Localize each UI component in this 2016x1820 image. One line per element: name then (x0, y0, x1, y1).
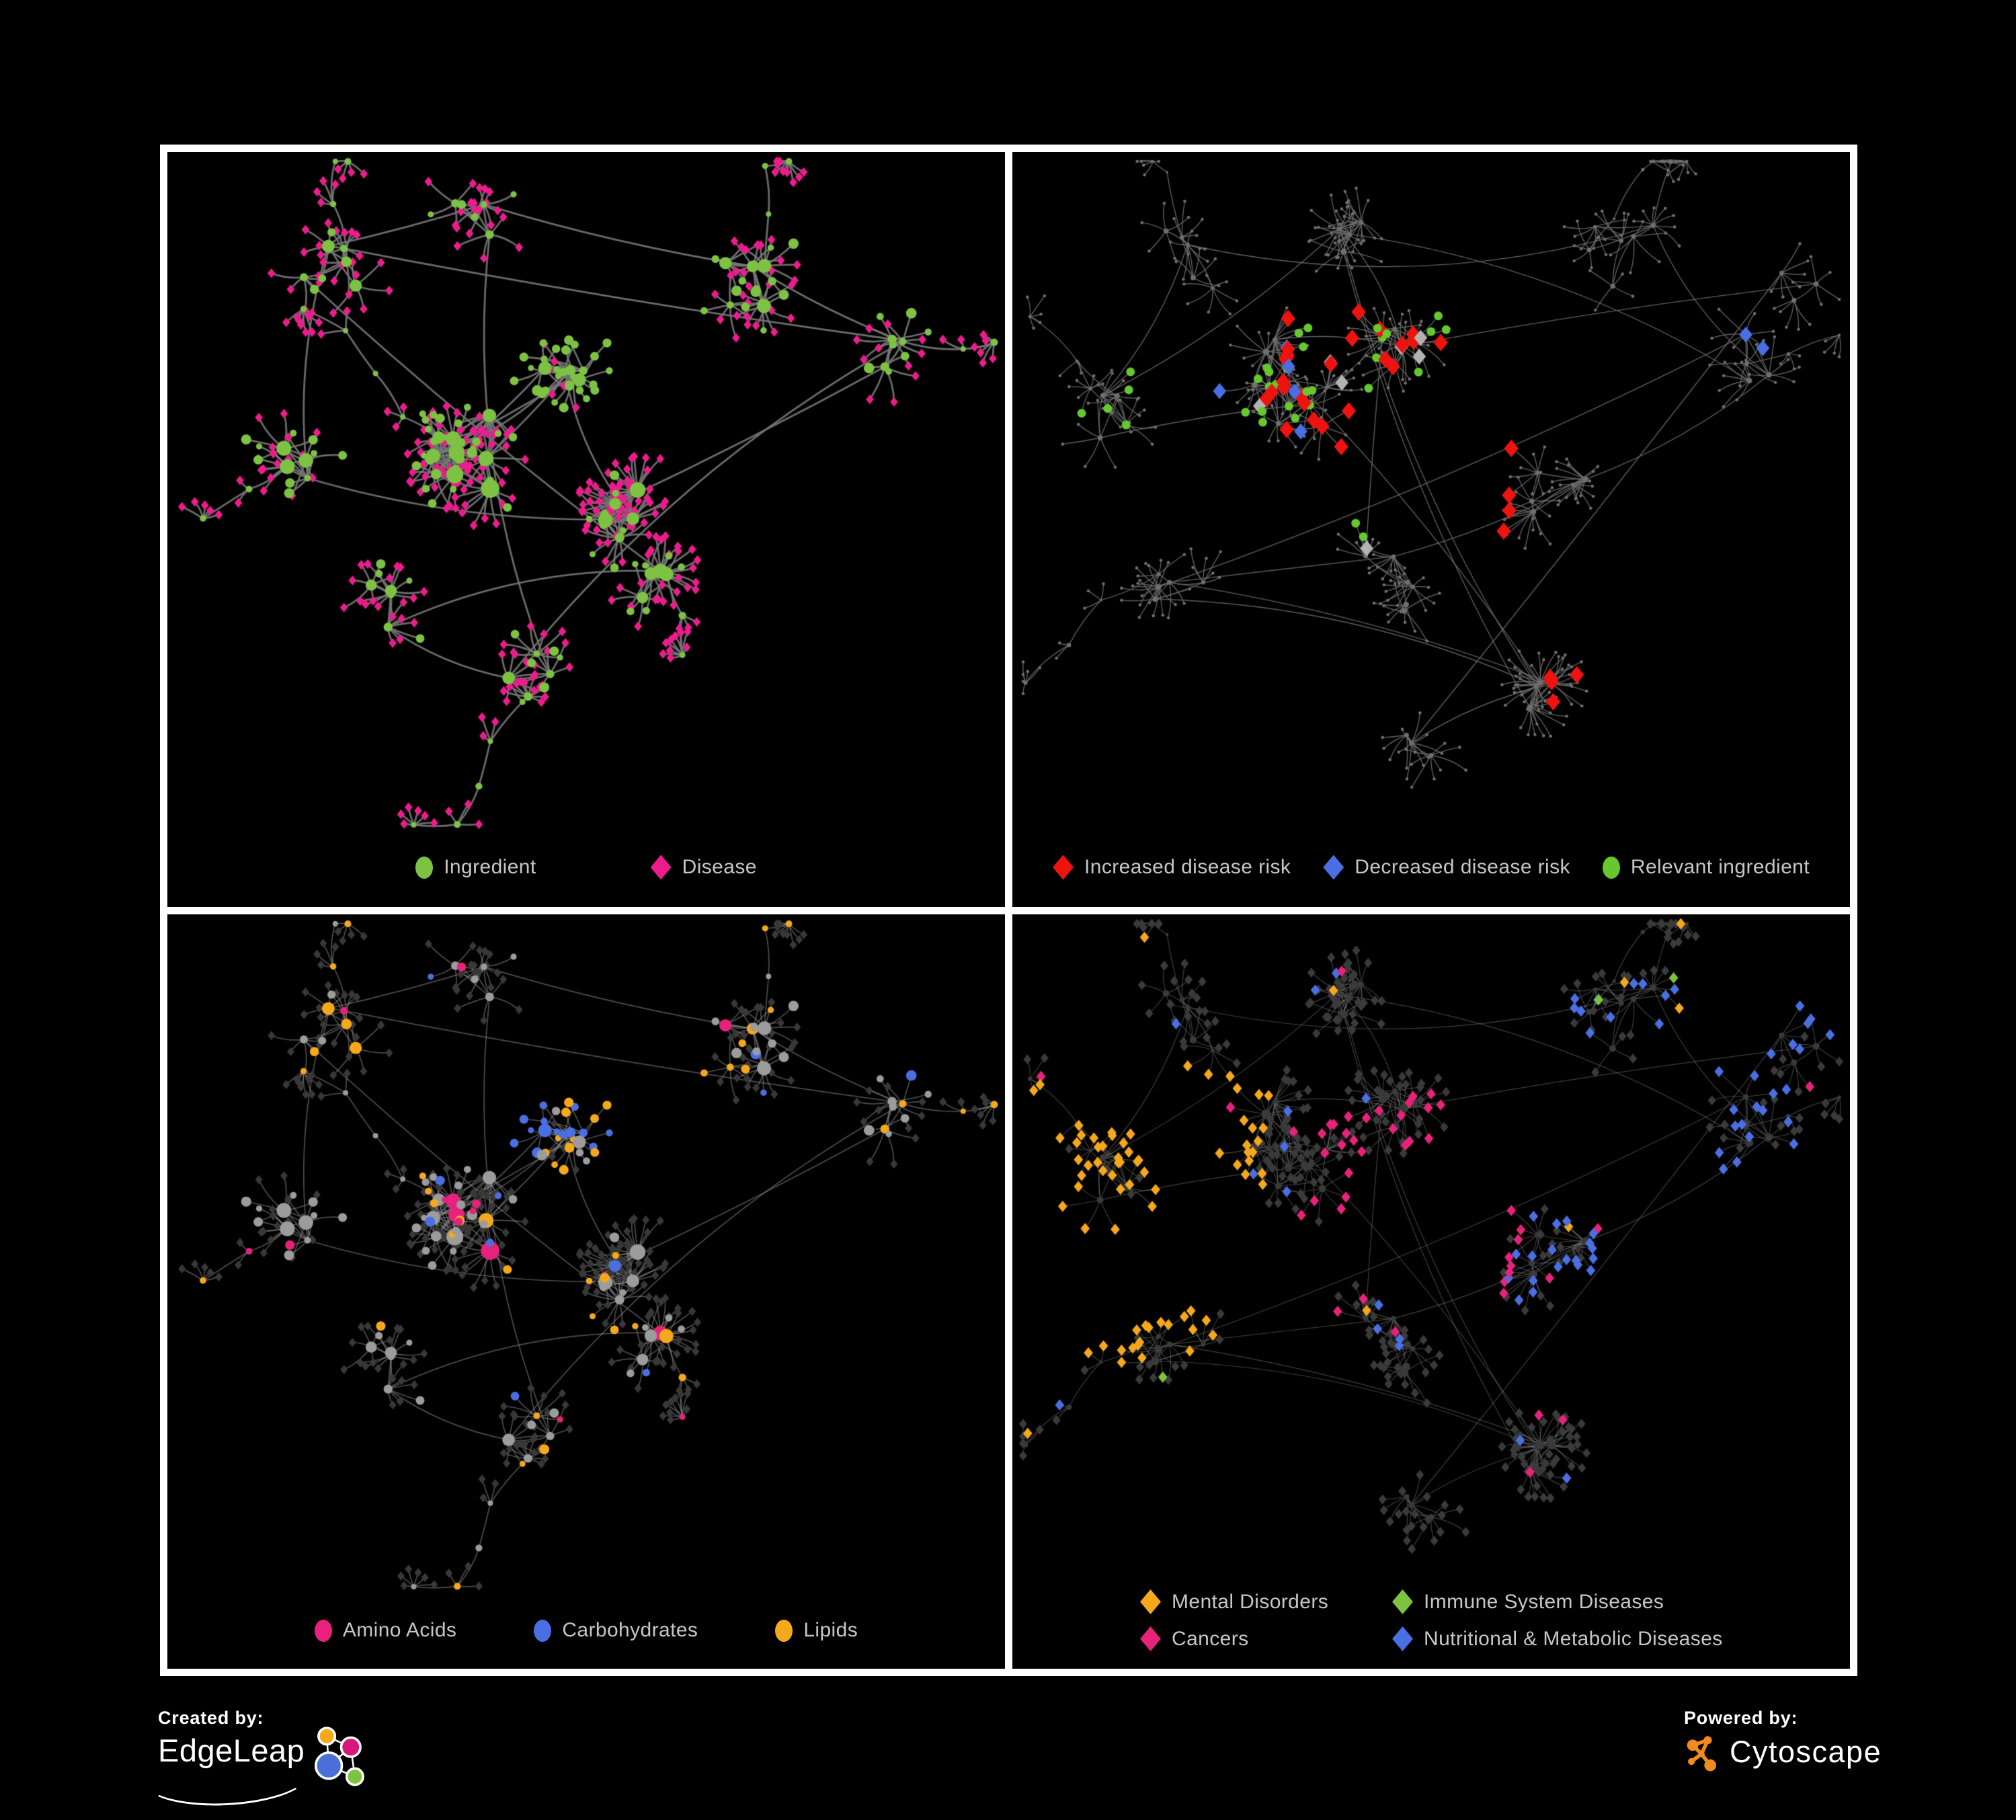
ingredient-disease-legend: Ingredient Disease (167, 855, 1005, 880)
legend-item-carbohydrates: Carbohydrates (534, 1619, 698, 1642)
disease-risk-legend: Increased disease risk Decreased disease… (1012, 855, 1850, 880)
edgeleap-credit: Created by: EdgeLeap (143, 1708, 374, 1810)
legend-item-lipids: Lipids (775, 1619, 858, 1642)
legend-label: Cancers (1172, 1627, 1249, 1650)
relevant-ingredient-circle-marker (1602, 856, 1620, 879)
legend-label: Disease (682, 856, 757, 878)
ingredient-disease-network-canvas (167, 152, 1005, 907)
legend-item-disease: Disease (650, 855, 757, 880)
powered-by-label: Powered by: (1684, 1708, 1798, 1728)
edgeleap-network-logo-icon (315, 1727, 365, 1786)
cytoscape-wordmark: Cytoscape (1730, 1735, 1882, 1769)
legend-label: Amino Acids (342, 1619, 457, 1641)
legend-item-amino-acids: Amino Acids (314, 1619, 457, 1642)
legend-label: Relevant ingredient (1630, 856, 1810, 878)
increased-risk-diamond-marker (1053, 855, 1074, 880)
disease-diamond-marker (650, 855, 672, 880)
nutritional-metabolic-diamond-marker (1392, 1626, 1413, 1651)
legend-label: Mental Disorders (1172, 1590, 1329, 1613)
legend-label: Increased disease risk (1084, 856, 1291, 878)
amino-acids-circle-marker (314, 1619, 332, 1642)
legend-item-mental-disorders: Mental Disorders (1140, 1589, 1328, 1614)
panel-disease-risk: Increased disease risk Decreased disease… (1012, 152, 1850, 907)
ingredient-categories-network-canvas (167, 914, 1005, 1669)
legend-item-ingredient: Ingredient (415, 856, 536, 879)
panel-ingredient-disease: Ingredient Disease (167, 152, 1005, 907)
edgeleap-lockup: EdgeLeap (143, 1727, 374, 1810)
legend-label: Ingredient (444, 856, 536, 878)
edgeleap-wordmark: EdgeLeap (158, 1733, 305, 1768)
legend-item-relevant-ingredient: Relevant ingredient (1602, 856, 1810, 879)
immune-diseases-diamond-marker (1392, 1589, 1413, 1614)
disease-categories-legend: Mental Disorders Immune System Diseases … (1140, 1589, 1723, 1651)
legend-label: Nutritional & Metabolic Diseases (1424, 1627, 1723, 1650)
legend-label: Decreased disease risk (1355, 856, 1570, 878)
ingredient-categories-legend: Amino Acids Carbohydrates Lipids (167, 1619, 1005, 1642)
panel-disease-categories: Mental Disorders Immune System Diseases … (1012, 914, 1850, 1669)
legend-item-nutritional-metabolic-diseases: Nutritional & Metabolic Diseases (1392, 1626, 1723, 1651)
legend-item-immune-system-diseases: Immune System Diseases (1392, 1589, 1664, 1614)
panel-ingredient-categories: Amino Acids Carbohydrates Lipids (167, 914, 1005, 1669)
cytoscape-logo-icon (1687, 1736, 1717, 1772)
cytoscape-lockup: Cytoscape (1684, 1733, 1882, 1772)
legend-item-decreased-risk: Decreased disease risk (1323, 855, 1570, 880)
legend-item-cancers: Cancers (1140, 1626, 1249, 1651)
lipids-circle-marker (775, 1619, 793, 1642)
ingredient-circle-marker (415, 856, 434, 879)
cancers-diamond-marker (1140, 1626, 1161, 1651)
carbohydrates-circle-marker (534, 1619, 552, 1642)
disease-risk-network-canvas (1012, 152, 1850, 907)
cytoscape-credit: Powered by: Cytoscape (1684, 1708, 1882, 1772)
decreased-risk-diamond-marker (1323, 855, 1344, 880)
legend-item-increased-risk: Increased disease risk (1053, 855, 1291, 880)
created-by-label: Created by: (158, 1708, 264, 1728)
legend-label: Lipids (803, 1619, 858, 1641)
disease-categories-network-canvas (1012, 914, 1850, 1669)
legend-label: Immune System Diseases (1424, 1590, 1664, 1613)
mental-disorders-diamond-marker (1140, 1589, 1161, 1614)
panels-grid: Ingredient Disease Increased disease ris… (160, 145, 1857, 1676)
legend-label: Carbohydrates (562, 1619, 698, 1641)
